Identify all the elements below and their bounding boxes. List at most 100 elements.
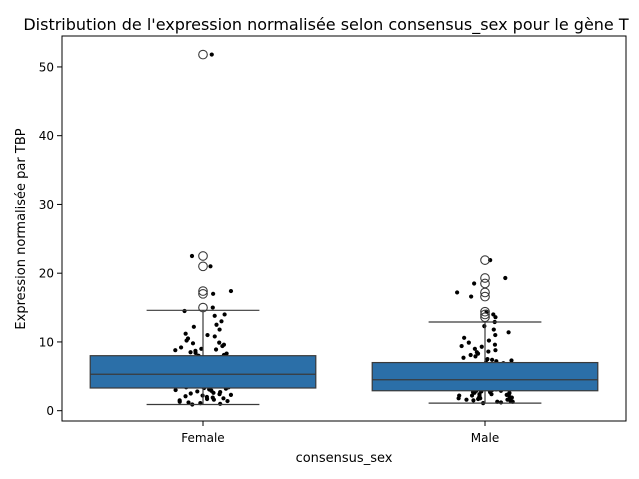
outlier-marker xyxy=(480,273,490,283)
strip-point xyxy=(472,346,477,351)
strip-point xyxy=(208,264,213,269)
strip-point xyxy=(217,340,222,345)
y-tick-label: 20 xyxy=(39,267,54,281)
strip-point xyxy=(205,332,210,338)
strip-point xyxy=(505,397,510,402)
strip-point xyxy=(190,341,196,346)
outlier-marker xyxy=(198,251,208,261)
strip-point xyxy=(491,327,496,332)
x-axis: Female Male xyxy=(181,421,499,445)
strip-point xyxy=(212,313,217,318)
strip-point xyxy=(183,394,188,399)
strip-point xyxy=(462,335,467,340)
outlier-marker xyxy=(480,278,490,289)
strip-point xyxy=(498,400,504,405)
strip-point xyxy=(211,397,216,402)
plot-area xyxy=(89,49,599,407)
strip-point xyxy=(509,358,514,363)
strip-point xyxy=(178,345,184,350)
strip-point xyxy=(220,343,225,349)
strip-point xyxy=(228,288,234,294)
strip-point xyxy=(218,401,223,406)
strip-point xyxy=(466,340,471,345)
strip-point xyxy=(456,396,461,401)
strip-point xyxy=(486,338,492,343)
x-tick-label-female: Female xyxy=(181,431,224,445)
strip-point xyxy=(210,305,215,310)
y-tick-label: 10 xyxy=(39,335,54,349)
strip-point xyxy=(219,319,224,324)
strip-point xyxy=(222,312,227,317)
outlier-marker xyxy=(480,306,490,317)
strip-point xyxy=(186,400,191,405)
strip-point xyxy=(506,330,511,335)
strip-point xyxy=(490,357,495,362)
strip-point xyxy=(473,354,478,359)
strip-point xyxy=(211,390,216,395)
strip-point xyxy=(492,342,498,347)
strip-point xyxy=(469,294,474,299)
strip-points xyxy=(173,52,515,407)
strip-point xyxy=(504,392,509,397)
outlier-marker xyxy=(198,261,208,272)
strip-point xyxy=(475,351,481,356)
strip-point xyxy=(503,275,508,281)
strip-point xyxy=(211,291,216,296)
strip-point xyxy=(228,392,234,397)
box-iqr xyxy=(89,355,317,389)
strip-point xyxy=(212,334,217,339)
y-tick-label: 50 xyxy=(39,60,54,74)
strip-point xyxy=(199,346,204,351)
y-tick-label: 0 xyxy=(46,404,54,418)
strip-point xyxy=(482,324,487,329)
strip-point xyxy=(183,331,188,336)
strip-point xyxy=(209,52,214,57)
boxes xyxy=(89,309,599,406)
strip-point xyxy=(173,348,178,353)
strip-point xyxy=(204,396,210,402)
strip-point xyxy=(493,332,498,338)
box-iqr xyxy=(371,361,599,392)
outlier-marker xyxy=(480,287,490,298)
strip-point xyxy=(459,343,464,349)
y-tick-label: 30 xyxy=(39,198,54,212)
outliers xyxy=(198,49,490,323)
box-male xyxy=(371,321,599,404)
strip-point xyxy=(486,349,491,354)
strip-point xyxy=(184,338,189,343)
x-axis-label: consensus_sex xyxy=(296,451,393,466)
strip-point xyxy=(193,350,198,356)
outlier-marker xyxy=(480,309,490,320)
strip-point xyxy=(188,350,193,355)
strip-point xyxy=(217,392,222,397)
strip-point xyxy=(471,398,476,403)
strip-point xyxy=(469,393,475,398)
strip-point xyxy=(213,347,219,352)
chart-title: Distribution de l'expression normalisée … xyxy=(23,15,629,35)
box-female xyxy=(89,309,317,406)
strip-point xyxy=(493,348,498,353)
outlier-marker xyxy=(480,291,490,302)
y-tick-label: 40 xyxy=(39,129,54,143)
outlier-marker xyxy=(198,286,208,296)
strip-point xyxy=(195,389,200,394)
strip-point xyxy=(479,344,484,349)
strip-point xyxy=(189,253,195,259)
strip-point xyxy=(455,290,460,295)
strip-point xyxy=(476,396,481,402)
strip-point xyxy=(177,399,182,404)
outlier-marker xyxy=(480,255,490,265)
strip-point xyxy=(468,352,473,358)
strip-point xyxy=(225,398,230,404)
strip-point xyxy=(461,355,466,360)
strip-point xyxy=(221,396,226,401)
strip-point xyxy=(493,315,498,320)
strip-point xyxy=(485,357,490,362)
strip-point xyxy=(182,308,187,314)
strip-point xyxy=(217,327,222,332)
strip-point xyxy=(508,395,513,400)
strip-point xyxy=(173,387,178,393)
outlier-marker xyxy=(480,312,490,323)
y-axis-label: Expression normalisée par TBP xyxy=(14,128,29,329)
